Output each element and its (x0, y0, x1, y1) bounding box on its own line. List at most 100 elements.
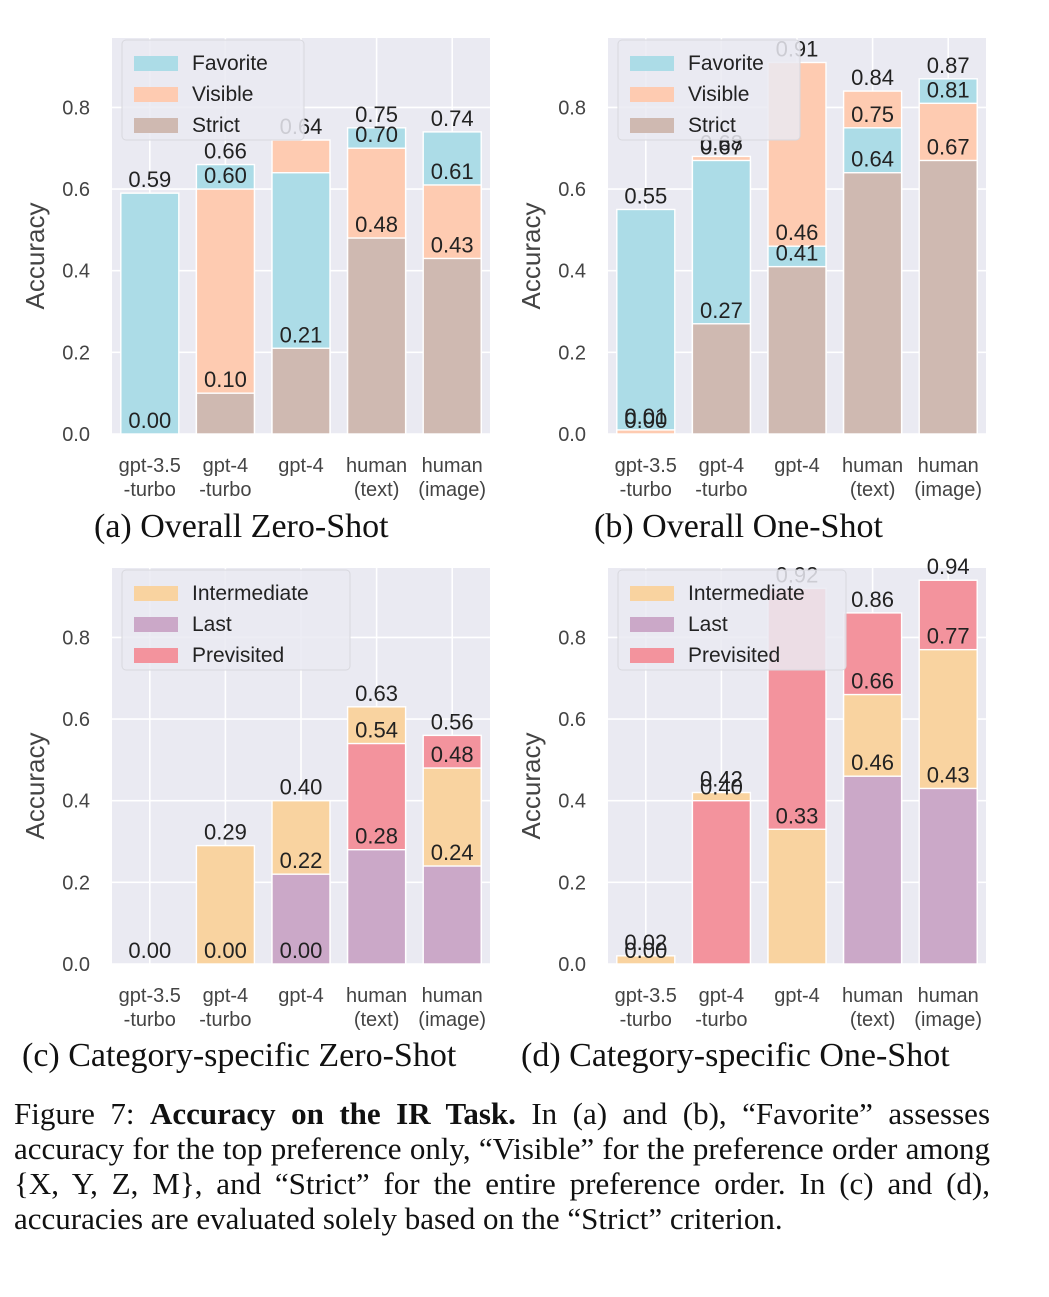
x-tick-label: gpt-4 (774, 455, 820, 477)
x-tick-label: human (842, 455, 903, 477)
value-label: 0.77 (927, 624, 970, 649)
x-tick-label: gpt-3.5 (615, 985, 677, 1007)
value-label: 0.63 (355, 681, 398, 706)
value-label: 0.66 (204, 139, 247, 164)
x-tick-label: (text) (354, 479, 400, 501)
legend: Intermediate Last Previsited (121, 569, 351, 671)
caption-b: (b) Overall One-Shot (594, 508, 883, 545)
y-tick-label: 0.8 (558, 627, 586, 649)
y-tick-label: 0.8 (62, 97, 90, 119)
value-label: 0.87 (927, 53, 970, 78)
y-tick-label: 0.4 (62, 261, 90, 283)
bar-strict (271, 347, 331, 435)
value-label: 0.48 (355, 212, 398, 237)
value-label: 0.40 (280, 775, 323, 800)
legend-label: Previsited (688, 644, 780, 667)
chart-b: 0.0 0.2 0.4 0.6 0.8 Accuracy 0.55 0.01 0.00 0.67 0… (496, 20, 996, 510)
x-tick-label: gpt-3.5 (615, 455, 677, 477)
value-label: 0.22 (280, 848, 323, 873)
legend-label: Strict (688, 114, 736, 137)
bar-strict (842, 172, 903, 435)
legend-label: Strict (192, 114, 240, 137)
y-tick-label: 0.2 (62, 342, 90, 364)
x-tick-label: -turbo (199, 1009, 251, 1031)
figure-caption: Figure 7: Accuracy on the IR Task. In (a… (14, 1096, 990, 1236)
y-tick-label: 0.6 (62, 709, 90, 731)
bar-intermediate (616, 955, 676, 965)
legend-label: Visible (192, 83, 253, 106)
value-label: 0.33 (776, 803, 819, 828)
legend-swatch (630, 56, 674, 71)
x-tick-label: (text) (850, 1009, 896, 1031)
legend-swatch (630, 648, 674, 663)
value-label: 0.75 (851, 102, 894, 127)
value-label: 0.48 (431, 742, 474, 767)
caption-d: (d) Category-specific One-Shot (521, 1037, 950, 1074)
caption-a: (a) Overall Zero-Shot (94, 508, 389, 545)
x-tick-label: gpt-4 (699, 985, 745, 1007)
legend-swatch (630, 586, 674, 601)
x-tick-label: human (422, 455, 483, 477)
legend-label: Last (688, 613, 728, 636)
caption-c: (c) Category-specific Zero-Shot (22, 1037, 457, 1074)
x-tick-label: human (346, 455, 407, 477)
y-tick-label: 0.6 (558, 709, 586, 731)
y-tick-label: 0.8 (62, 627, 90, 649)
chart-a: 0.0 0.2 0.4 0.6 0.8 Accuracy 0.59 0.00 0.66 0.60 0… (0, 20, 500, 510)
value-label: 0.84 (851, 65, 894, 90)
bar-last (422, 865, 482, 965)
chart-d: 0.0 0.2 0.4 0.6 0.8 Accuracy 0.02 0.00 0.42 0.40 0… (496, 550, 996, 1040)
value-label: 0.75 (355, 102, 398, 127)
legend-swatch (630, 87, 674, 102)
bar-last (271, 873, 331, 965)
value-label: 0.43 (927, 762, 970, 787)
value-label: 0.21 (280, 322, 323, 347)
x-tick-label: gpt-4 (774, 985, 820, 1007)
x-tick-label: (image) (914, 479, 982, 501)
legend-label: Intermediate (688, 582, 805, 605)
x-tick-label: gpt-3.5 (119, 985, 181, 1007)
bar-last (842, 775, 903, 965)
x-tick-label: -turbo (124, 1009, 176, 1031)
x-tick-label: (image) (418, 1009, 486, 1031)
x-tick-label: -turbo (199, 479, 251, 501)
legend-swatch (134, 648, 178, 663)
legend-swatch (630, 617, 674, 632)
value-label: 0.56 (431, 709, 474, 734)
value-label: 0.70 (355, 122, 398, 147)
legend-label: Intermediate (192, 582, 309, 605)
y-tick-label: 0.0 (558, 424, 586, 446)
value-label: 0.00 (128, 408, 171, 433)
x-tick-label: -turbo (124, 479, 176, 501)
value-label: 0.42 (700, 767, 743, 792)
value-label: 0.29 (204, 820, 247, 845)
y-tick-label: 0.8 (558, 97, 586, 119)
value-label: 0.94 (927, 554, 970, 579)
bar-intermediate (767, 828, 827, 965)
value-label: 0.64 (851, 147, 894, 172)
value-label: 0.86 (851, 587, 894, 612)
bar-last (918, 787, 978, 965)
x-tick-label: gpt-4 (278, 455, 324, 477)
value-label: 0.40 (700, 775, 743, 800)
value-label: 0.00 (624, 938, 667, 963)
value-label: 0.00 (280, 938, 323, 963)
chart-b-svg: 0.0 0.2 0.4 0.6 0.8 Accuracy 0.55 0.010.00 0.67 0… (516, 36, 986, 501)
x-tick-label: -turbo (620, 479, 672, 501)
chart-a-svg: 0.0 0.2 0.4 0.6 0.8 Accuracy 0.59 0.00 0.660.60 0… (20, 38, 490, 501)
x-tick-label: -turbo (620, 1009, 672, 1031)
x-tick-label: human (346, 985, 407, 1007)
value-label: 0.24 (431, 840, 474, 865)
x-tick-label: human (918, 985, 979, 1007)
legend-label: Favorite (192, 52, 268, 75)
value-label: 0.81 (927, 77, 970, 102)
x-tick-label: -turbo (695, 1009, 747, 1031)
value-label: 0.55 (624, 183, 667, 208)
figure-title: Accuracy on the IR Task. (150, 1096, 516, 1131)
legend-label: Visible (688, 83, 749, 106)
x-tick-label: gpt-4 (699, 455, 745, 477)
bar-strict (422, 257, 482, 435)
value-label: 0.61 (431, 159, 474, 184)
y-axis-label: Accuracy (20, 203, 50, 310)
y-tick-label: 0.4 (62, 791, 90, 813)
